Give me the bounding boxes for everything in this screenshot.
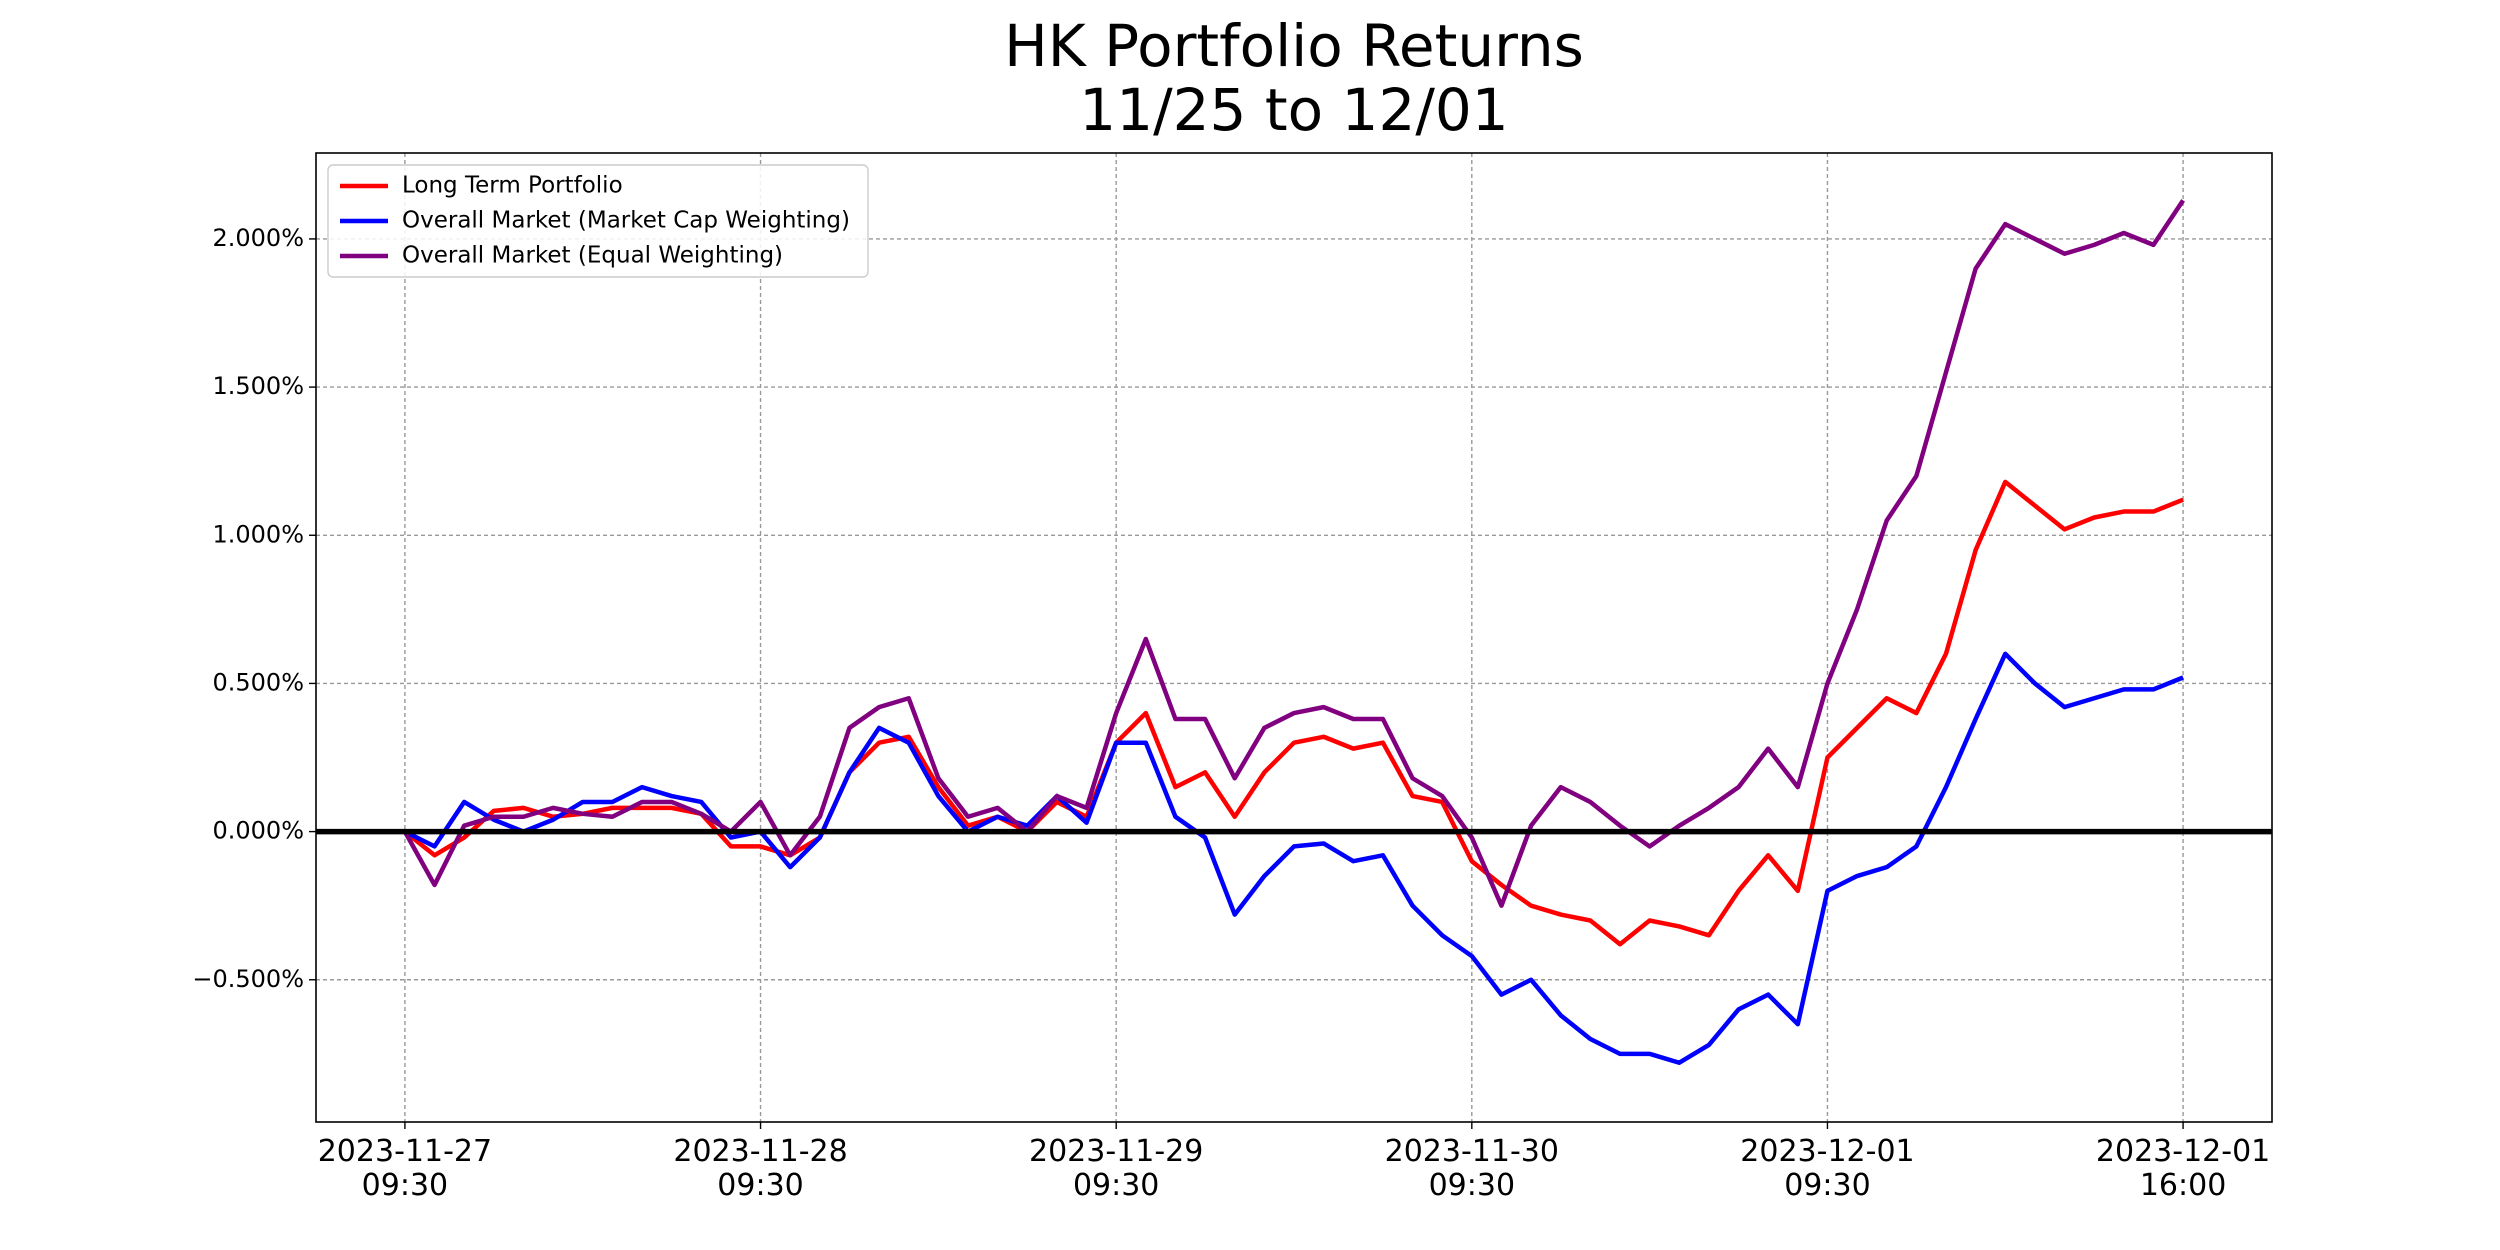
x-tick-label: 2023-11-27 09:30	[318, 1134, 492, 1203]
y-tick-label: 1.500%	[212, 372, 304, 400]
chart-subtitle: 11/25 to 12/01	[1079, 76, 1508, 144]
y-tick-label: −0.500%	[192, 965, 304, 993]
x-tick-label: 2023-12-01 16:00	[2096, 1134, 2270, 1203]
y-tick-label: 0.500%	[212, 668, 304, 696]
series-line	[402, 199, 2185, 908]
plot-frame	[315, 152, 2273, 1123]
y-tick-label: 2.000%	[212, 224, 304, 252]
y-tick-label: 1.000%	[212, 520, 304, 548]
legend-label: Overall Market (Equal Weighting)	[402, 243, 783, 269]
legend-label: Overall Market (Market Cap Weighting)	[402, 208, 850, 234]
series-line	[403, 651, 2184, 1065]
legend-box	[327, 164, 869, 278]
y-tick-label: 0.000%	[212, 817, 304, 845]
legend-label: Long Term Portfolio	[402, 173, 623, 199]
x-tick-label: 2023-12-01 09:30	[1740, 1134, 1914, 1203]
x-tick-label: 2023-11-30 09:30	[1385, 1134, 1559, 1203]
x-tick-label: 2023-11-29 09:30	[1029, 1134, 1203, 1203]
x-tick-label: 2023-11-28 09:30	[673, 1134, 847, 1203]
chart-title: HK Portfolio Returns	[1004, 12, 1584, 80]
